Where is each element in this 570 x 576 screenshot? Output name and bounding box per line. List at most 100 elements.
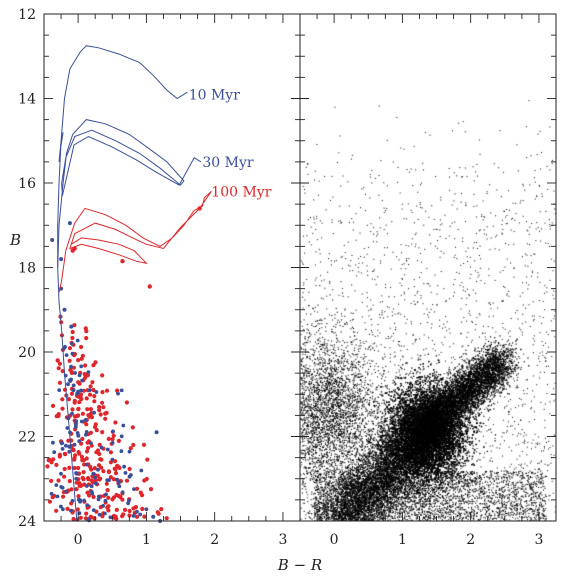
red-star bbox=[71, 516, 76, 522]
red-star bbox=[92, 399, 97, 404]
red-star bbox=[111, 513, 117, 519]
red-star bbox=[78, 515, 83, 520]
blue-star bbox=[70, 351, 75, 356]
red-star bbox=[121, 512, 126, 517]
isochrone-2 bbox=[58, 191, 212, 294]
red-star bbox=[104, 388, 110, 393]
red-star bbox=[46, 458, 51, 463]
blue-star bbox=[111, 429, 115, 434]
red-star bbox=[131, 442, 136, 448]
blue-star bbox=[80, 378, 84, 383]
blue-star bbox=[119, 434, 124, 439]
blue-star bbox=[119, 449, 124, 454]
blue-star bbox=[50, 238, 55, 242]
red-star bbox=[55, 358, 60, 363]
red-star bbox=[74, 487, 79, 492]
red-star bbox=[127, 466, 132, 472]
x-tick-label: 0 bbox=[330, 532, 339, 548]
isochrone-label-100myr: 100 Myr bbox=[211, 184, 271, 200]
red-star bbox=[104, 481, 109, 486]
red-star bbox=[94, 428, 99, 433]
blue-star bbox=[69, 364, 73, 369]
blue-star bbox=[65, 426, 70, 430]
isochrone-label-10myr: 10 Myr bbox=[189, 87, 241, 103]
blue-star bbox=[75, 338, 80, 343]
isochrone-track bbox=[58, 132, 64, 162]
blue-star bbox=[59, 471, 63, 476]
blue-star bbox=[79, 419, 84, 424]
blue-star bbox=[110, 441, 115, 445]
blue-star bbox=[105, 478, 110, 483]
red-star bbox=[84, 396, 89, 401]
y-tick-label: 22 bbox=[18, 430, 36, 446]
blue-star bbox=[84, 430, 89, 434]
blue-star bbox=[60, 447, 65, 451]
red-star bbox=[135, 486, 140, 491]
red-star bbox=[88, 384, 93, 389]
blue-star bbox=[68, 379, 73, 383]
red-star bbox=[66, 397, 71, 402]
red-star bbox=[85, 407, 90, 412]
red-star bbox=[63, 452, 68, 457]
blue-star bbox=[121, 423, 126, 428]
blue-star bbox=[108, 515, 113, 520]
blue-star bbox=[138, 512, 143, 517]
x-tick-label: 0 bbox=[74, 532, 83, 548]
red-star bbox=[72, 398, 77, 403]
red-star bbox=[57, 361, 63, 366]
red-star bbox=[101, 469, 106, 474]
blue-star bbox=[87, 388, 92, 393]
red-star bbox=[91, 387, 96, 393]
blue-star bbox=[71, 383, 76, 388]
red-star bbox=[82, 372, 87, 377]
blue-star bbox=[72, 442, 77, 447]
blue-star bbox=[77, 439, 82, 443]
red-star bbox=[95, 473, 100, 478]
red-star bbox=[87, 493, 92, 498]
red-star bbox=[89, 515, 94, 520]
blue-star bbox=[117, 484, 122, 489]
red-star bbox=[84, 449, 90, 454]
blue-star bbox=[84, 484, 89, 488]
blue-star bbox=[73, 371, 77, 375]
red-star bbox=[70, 329, 75, 335]
blue-star bbox=[67, 221, 72, 226]
left-panel-isochrones bbox=[57, 45, 212, 522]
red-star bbox=[104, 410, 109, 415]
red-star bbox=[100, 430, 105, 435]
x-tick-label: 3 bbox=[278, 532, 287, 548]
blue-star bbox=[67, 449, 72, 454]
red-star bbox=[81, 458, 86, 463]
red-star bbox=[76, 413, 81, 418]
blue-star bbox=[74, 476, 79, 481]
blue-star bbox=[96, 467, 100, 472]
red-star bbox=[60, 406, 65, 411]
blue-star bbox=[139, 468, 144, 473]
red-star bbox=[164, 516, 169, 521]
red-star bbox=[112, 466, 117, 471]
blue-star bbox=[123, 471, 128, 475]
red-star bbox=[127, 508, 132, 514]
red-star bbox=[116, 438, 121, 443]
red-star bbox=[141, 442, 147, 447]
blue-star bbox=[103, 498, 108, 503]
red-star bbox=[56, 366, 61, 371]
y-tick-label: 16 bbox=[18, 176, 36, 192]
red-star bbox=[78, 395, 83, 400]
blue-star bbox=[110, 457, 115, 462]
red-star bbox=[88, 407, 93, 412]
red-star bbox=[140, 506, 145, 511]
red-star bbox=[134, 514, 140, 519]
blue-star bbox=[78, 498, 83, 503]
y-tick-label: 18 bbox=[18, 261, 36, 277]
red-star bbox=[105, 488, 110, 493]
blue-star bbox=[59, 504, 63, 509]
red-star bbox=[87, 392, 93, 397]
x-tick-label: 2 bbox=[466, 532, 475, 548]
blue-star bbox=[69, 508, 73, 513]
blue-star bbox=[61, 507, 65, 512]
red-star bbox=[106, 469, 111, 475]
blue-star bbox=[132, 487, 136, 491]
right-panel-stars bbox=[300, 14, 556, 521]
